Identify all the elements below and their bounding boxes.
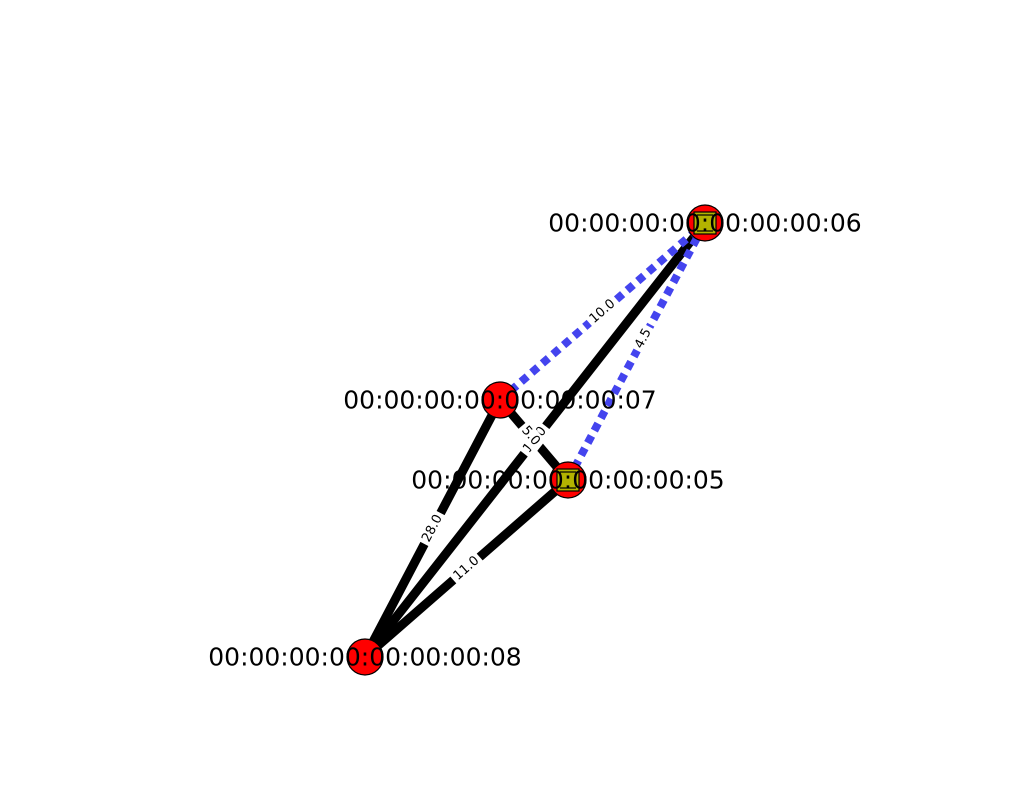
edge-label-background [416,509,449,548]
node-n6 [686,204,724,242]
edge-n5-n6 [564,221,709,482]
edge-label-background [447,550,486,587]
node-label: 00:00:00:00:00:00:00:06 [548,209,861,238]
switch-square-icon [556,468,580,492]
node-label: 00:00:00:00:00:00:00:05 [411,466,724,495]
node-circle [481,381,519,419]
edge-label-group: 4.5 [629,322,658,355]
node-label: 00:00:00:00:00:00:00:08 [208,643,521,672]
edge-label-background [583,293,622,330]
edge-n7-n6 [497,219,708,404]
node-labels-layer: 00:00:00:00:00:00:00:06 00:00:00:00:00:00… [208,209,861,672]
node-circle [346,638,384,676]
node-n7 [481,381,519,419]
node-n5 [549,461,587,499]
edge-label-background [629,322,658,355]
node-label: 00:00:00:00:00:00:00:07 [343,386,656,415]
edge-label-background [515,420,546,452]
node-n8 [346,638,384,676]
switch-square-icon [693,211,717,235]
edge-label-group: 28.0 [416,509,449,548]
nodes-layer [346,204,724,676]
